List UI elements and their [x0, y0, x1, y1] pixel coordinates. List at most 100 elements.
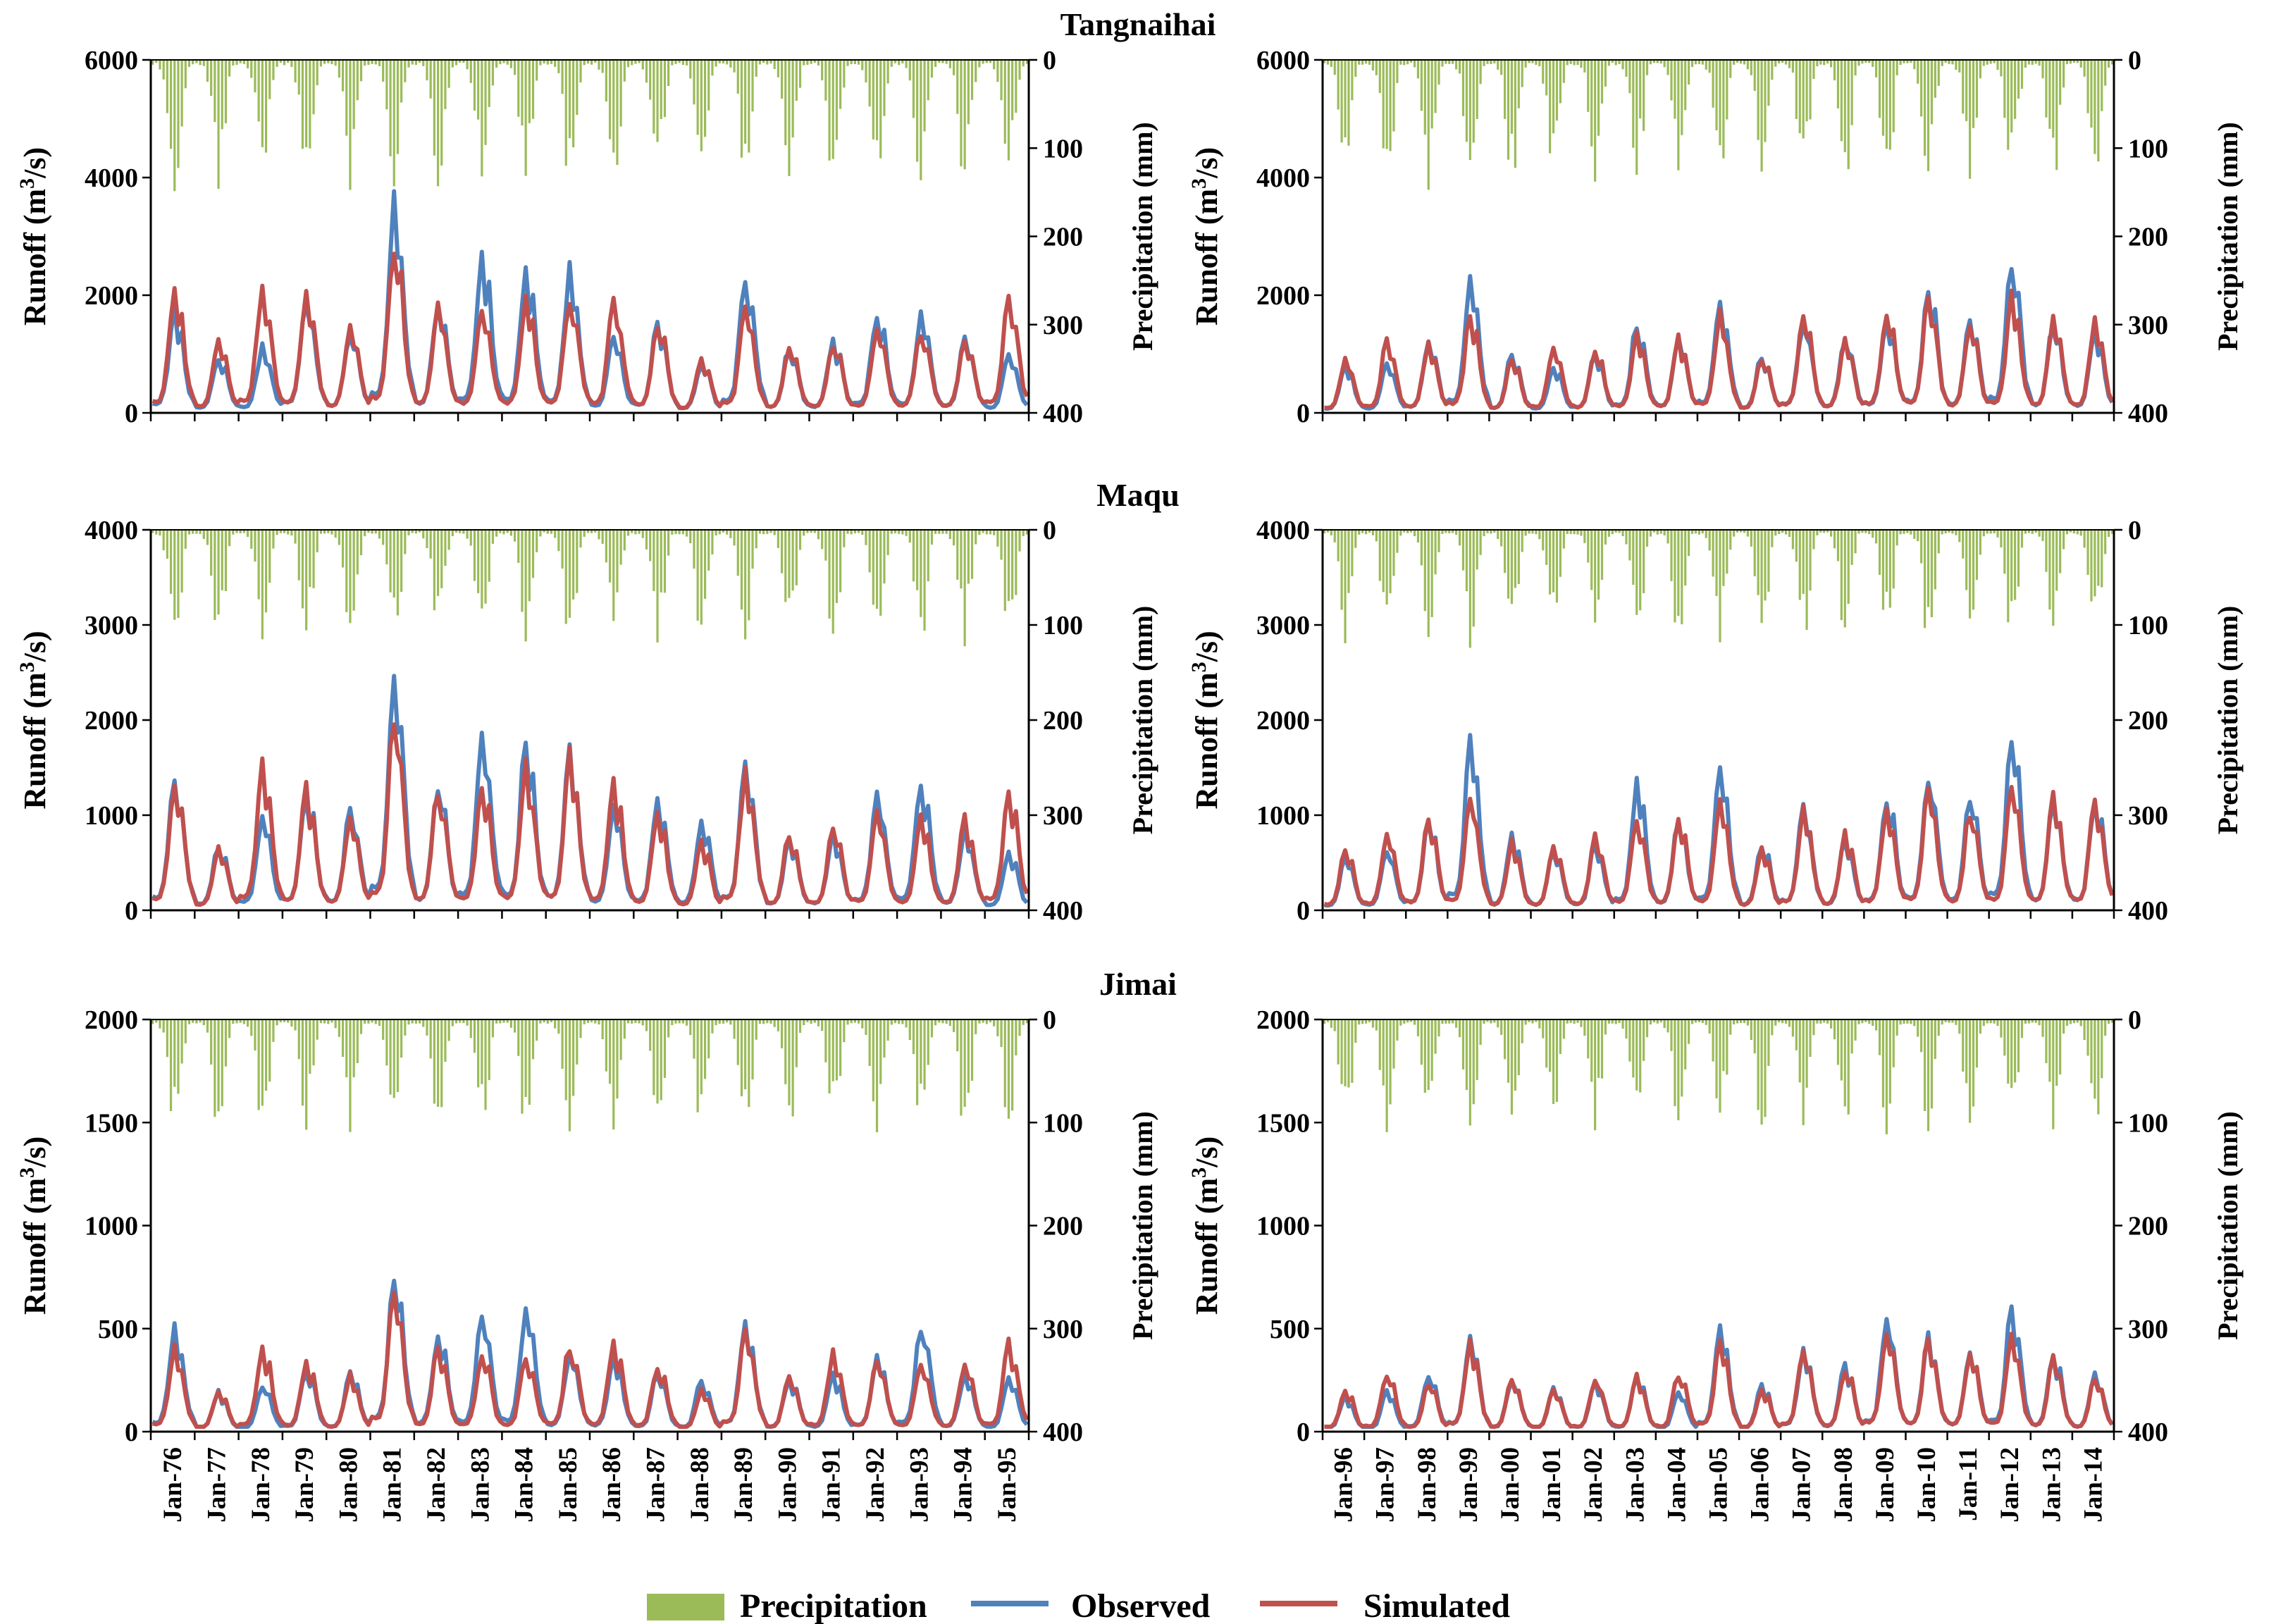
- precip-bar: [755, 1019, 757, 1040]
- precip-bar: [1497, 530, 1499, 539]
- precip-bar: [641, 60, 644, 70]
- precip-bar: [1003, 530, 1006, 612]
- precip-bar: [755, 530, 757, 549]
- precip-bar: [173, 530, 176, 620]
- precip-bar: [1354, 1019, 1357, 1043]
- precip-bar: [392, 530, 395, 598]
- runoff-tick-label: 4000: [1256, 163, 1310, 193]
- precip-bar: [466, 60, 469, 70]
- precip-bar: [309, 530, 311, 588]
- precip-bar: [1774, 530, 1777, 536]
- precip-tick-label: 400: [2128, 1418, 2168, 1447]
- precip-bar: [2065, 1019, 2069, 1026]
- runoff-tick-label: 0: [125, 896, 138, 926]
- precip-bar: [857, 530, 860, 533]
- precip-bar: [821, 60, 824, 81]
- precip-bar: [2055, 530, 2058, 591]
- precip-bar: [509, 530, 512, 536]
- precip-bar: [1784, 1019, 1788, 1024]
- precip-bar: [1694, 530, 1697, 534]
- precip-bar: [978, 530, 981, 535]
- x-tick-label: Jan-87: [641, 1447, 670, 1523]
- precip-bar: [631, 530, 633, 533]
- x-tick-label: Jan-08: [1829, 1447, 1858, 1523]
- precip-bar: [1955, 1019, 1958, 1025]
- precip-bar: [1583, 1019, 1586, 1036]
- precip-bar: [1917, 530, 1919, 542]
- precip-bar: [1708, 1019, 1711, 1034]
- precip-bar: [232, 60, 235, 66]
- precip-bar: [330, 1019, 333, 1023]
- precip-bar: [334, 530, 337, 538]
- precip-bar: [960, 530, 963, 589]
- precip-bar: [214, 60, 216, 123]
- precip-bar: [1972, 60, 1975, 128]
- runoff-tick-label: 3000: [85, 611, 138, 640]
- precip-bar: [1566, 1019, 1569, 1024]
- precip-bar: [407, 1019, 410, 1025]
- precip-bar: [451, 60, 454, 68]
- x-tick-label: Jan-90: [773, 1447, 802, 1523]
- precip-bar: [1583, 530, 1586, 543]
- precip-bar: [1778, 1019, 1781, 1023]
- runoff-tick-label: 1000: [85, 801, 138, 831]
- precip-bar: [531, 60, 535, 119]
- precip-bar: [1917, 60, 1919, 84]
- precip-bar: [594, 60, 597, 63]
- precip-bar: [466, 530, 469, 539]
- precip-bar: [488, 530, 490, 582]
- precip-bar: [2079, 60, 2082, 68]
- precip-bar: [1590, 60, 1593, 147]
- precip-bar: [1965, 1019, 1968, 1084]
- precip-bar: [1656, 530, 1659, 535]
- precip-bar: [206, 60, 209, 82]
- precip-bar: [2086, 60, 2089, 113]
- x-tick-label: Jan-91: [817, 1447, 846, 1523]
- precip-bar: [733, 530, 736, 546]
- precip-bar: [623, 1019, 626, 1039]
- precip-bar: [740, 1019, 743, 1097]
- precip-tick-label: 300: [1043, 801, 1083, 831]
- precip-bar: [989, 60, 992, 63]
- precip-tick-label: 200: [1043, 706, 1083, 736]
- precip-bar: [1993, 60, 1996, 63]
- precip-bar: [491, 1019, 495, 1038]
- precip-bar: [2052, 1019, 2055, 1129]
- observed-line: [152, 189, 1029, 411]
- precip-bar: [1625, 1019, 1628, 1039]
- precip-tick-label: 200: [2128, 223, 2168, 252]
- precip-bar: [2093, 1019, 2096, 1099]
- precip-bar: [898, 530, 901, 534]
- precip-bar: [294, 1019, 297, 1031]
- precip-bar: [1888, 60, 1891, 150]
- precip-bar: [853, 60, 856, 64]
- precip-bar: [447, 1019, 450, 1041]
- precip-bar: [1982, 60, 1985, 66]
- precip-bar: [1726, 530, 1728, 574]
- precip-bar: [1663, 60, 1666, 68]
- precip-bar: [766, 60, 769, 65]
- precip-bar: [641, 530, 644, 538]
- precip-bar: [1979, 530, 1981, 555]
- precip-bar: [1347, 1019, 1350, 1088]
- precip-bar: [2108, 1019, 2110, 1024]
- precip-bar: [224, 1019, 228, 1067]
- precip-bar: [1573, 530, 1576, 535]
- precip-bar: [1708, 60, 1711, 73]
- precip-bar: [879, 530, 882, 616]
- x-tick-label: Jan-13: [2037, 1447, 2066, 1523]
- precip-tick-label: 300: [1043, 311, 1083, 340]
- precip-bar: [1826, 530, 1829, 533]
- precip-bar: [696, 60, 699, 135]
- precip-tick-label: 100: [2128, 1108, 2168, 1138]
- precip-bar: [2020, 60, 2024, 89]
- precip-tick-label: 400: [1043, 1418, 1083, 1447]
- precip-bar: [901, 530, 904, 535]
- precip-bar: [349, 530, 352, 624]
- precip-bar: [1674, 1019, 1676, 1106]
- precip-bar: [246, 60, 249, 69]
- precip-bar: [1677, 60, 1680, 171]
- precip-bar: [1764, 1019, 1767, 1117]
- precip-bar: [1968, 1019, 1972, 1123]
- precip-bar: [1906, 1019, 1909, 1024]
